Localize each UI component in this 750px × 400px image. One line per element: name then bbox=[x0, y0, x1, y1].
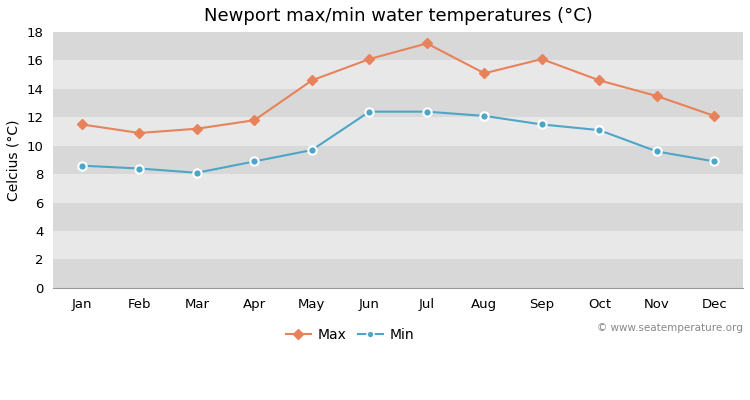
Min bbox=[480, 114, 489, 118]
Min bbox=[193, 170, 202, 175]
Min bbox=[250, 159, 259, 164]
Legend: Max, Min: Max, Min bbox=[280, 322, 420, 348]
Min bbox=[710, 159, 718, 164]
Bar bbox=[53, 146, 743, 174]
Min bbox=[365, 109, 374, 114]
Min bbox=[595, 128, 604, 132]
Max bbox=[135, 130, 144, 135]
Min bbox=[537, 122, 546, 127]
Bar bbox=[53, 117, 743, 146]
Max bbox=[308, 78, 316, 83]
Bar bbox=[53, 203, 743, 231]
Max bbox=[652, 94, 662, 98]
Line: Max: Max bbox=[79, 40, 718, 136]
Title: Newport max/min water temperatures (°C): Newport max/min water temperatures (°C) bbox=[204, 7, 592, 25]
Text: © www.seatemperature.org: © www.seatemperature.org bbox=[597, 323, 743, 333]
Max bbox=[710, 114, 718, 118]
Bar bbox=[53, 260, 743, 288]
Min bbox=[77, 163, 86, 168]
Bar bbox=[53, 32, 743, 60]
Max bbox=[365, 57, 374, 62]
Y-axis label: Celcius (°C): Celcius (°C) bbox=[7, 119, 21, 201]
Min bbox=[652, 149, 662, 154]
Bar bbox=[53, 89, 743, 117]
Line: Min: Min bbox=[78, 108, 718, 177]
Bar bbox=[53, 231, 743, 260]
Max bbox=[193, 126, 202, 131]
Max bbox=[422, 41, 431, 46]
Max bbox=[595, 78, 604, 83]
Max bbox=[480, 71, 489, 76]
Bar bbox=[53, 60, 743, 89]
Min bbox=[308, 148, 316, 152]
Bar bbox=[53, 174, 743, 203]
Min bbox=[135, 166, 144, 171]
Max bbox=[250, 118, 259, 122]
Min bbox=[422, 109, 431, 114]
Max bbox=[77, 122, 86, 127]
Max bbox=[537, 57, 546, 62]
